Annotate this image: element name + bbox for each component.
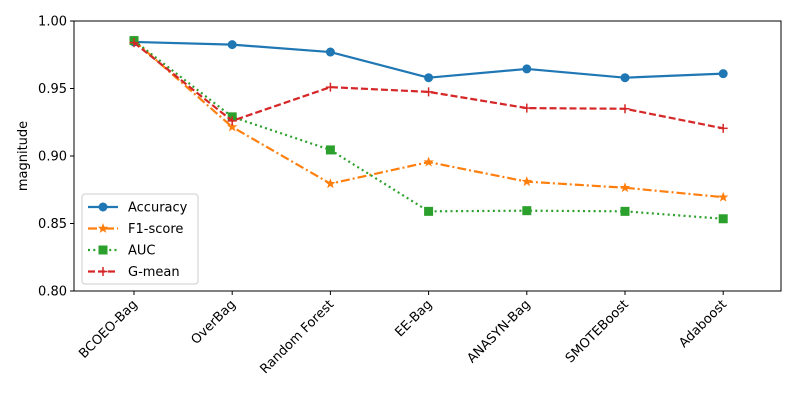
legend-box	[81, 193, 199, 285]
data-point	[325, 82, 335, 92]
data-point	[620, 206, 630, 216]
x-tick-label: SMOTEBoost	[563, 297, 632, 366]
legend-label: F1-score	[128, 222, 183, 237]
data-point	[619, 182, 631, 193]
x-tick-label: BCOEO-Bag	[76, 297, 140, 361]
data-point	[227, 40, 237, 50]
series-line	[133, 41, 724, 130]
data-point	[717, 191, 729, 202]
legend-label: G-mean	[128, 265, 180, 280]
legend: Accuracy F1-score AUC G-mean	[81, 193, 199, 285]
legend-marker	[98, 245, 108, 255]
data-point	[325, 145, 335, 155]
legend-label: Accuracy	[128, 201, 188, 216]
y-tick-label: 0.95	[38, 82, 67, 97]
series-auc	[129, 36, 728, 224]
data-point	[423, 156, 434, 167]
y-tick-label: 0.80	[38, 285, 67, 300]
x-tick-label: EE-Bag	[392, 297, 435, 340]
data-point	[620, 104, 630, 114]
y-tick-label: 0.85	[38, 217, 67, 232]
data-point	[718, 69, 728, 79]
legend-item: Accuracy	[88, 201, 188, 216]
series-g-mean	[129, 38, 728, 133]
data-point	[325, 178, 336, 189]
data-point	[325, 47, 335, 57]
y-tick-label: 0.90	[38, 150, 67, 165]
data-point	[424, 87, 434, 97]
x-tick-label: ANASYN-Bag	[464, 297, 533, 366]
legend-item: G-mean	[88, 265, 180, 280]
legend-label: AUC	[128, 244, 156, 259]
series-line	[133, 39, 724, 220]
legend-marker	[98, 202, 108, 212]
legend-item: F1-score	[88, 222, 183, 237]
series-f1-score	[128, 35, 729, 202]
data-point	[718, 123, 728, 133]
data-point	[424, 73, 434, 83]
x-tick-label: Random Forest	[257, 297, 337, 377]
data-point	[424, 206, 434, 216]
data-point	[227, 116, 237, 126]
data-point	[522, 103, 532, 113]
legend-marker	[98, 267, 108, 276]
data-point	[522, 206, 532, 216]
x-tick-label: Adaboost	[676, 297, 730, 351]
series-accuracy	[129, 37, 728, 83]
series-line	[133, 39, 724, 199]
series-line	[133, 40, 724, 79]
data-point	[522, 64, 532, 74]
y-tick-label: 1.00	[38, 15, 67, 30]
x-tick-label: OverBag	[189, 297, 239, 347]
data-point	[620, 73, 630, 83]
y-axis-label: magnitude	[16, 121, 31, 191]
data-point	[129, 38, 139, 48]
legend-item: AUC	[88, 244, 156, 259]
data-point	[226, 121, 238, 132]
data-point	[521, 176, 532, 187]
data-point	[718, 214, 728, 224]
legend-marker	[97, 223, 109, 233]
